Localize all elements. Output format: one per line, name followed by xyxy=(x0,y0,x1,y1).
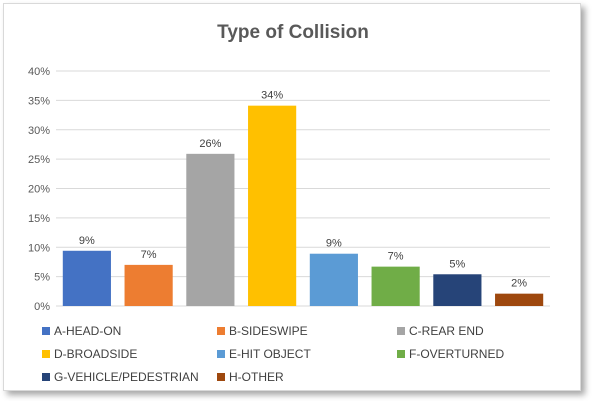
data-label: 9% xyxy=(326,238,342,250)
bar-b-sideswipe xyxy=(124,264,173,306)
y-tick-label: 10% xyxy=(28,242,50,254)
data-label: 34% xyxy=(261,90,283,102)
bar-h-other xyxy=(495,293,544,306)
data-labels: 9% 7% 26% 34% 9% 7% 5% 2% xyxy=(79,90,527,290)
legend-entry: D-BROADSIDE xyxy=(54,347,137,361)
bars xyxy=(62,105,544,306)
y-axis: 0% 5% 10% 15% 20% 25% 30% 35% 40% xyxy=(28,66,50,313)
legend-swatch xyxy=(217,327,225,335)
data-label: 7% xyxy=(388,251,404,263)
bar-c-rear-end xyxy=(186,153,235,306)
legend-entry: G-VEHICLE/PEDESTRIAN xyxy=(54,370,199,384)
y-tick-label: 25% xyxy=(28,154,50,166)
y-tick-label: 30% xyxy=(28,125,50,137)
legend-swatch xyxy=(42,373,50,381)
legend-entry: B-SIDESWIPE xyxy=(229,324,308,338)
chart-svg: Type of Collision 0% 5% 10% 15% 20% 25% 30% 35%… xyxy=(28,22,550,384)
legend-entry: H-OTHER xyxy=(229,370,284,384)
data-label: 2% xyxy=(511,278,527,290)
data-label: 5% xyxy=(449,258,465,270)
bar-f-overturned xyxy=(371,266,420,306)
legend-entry: A-HEAD-ON xyxy=(54,324,121,338)
legend-entry: E-HIT OBJECT xyxy=(229,347,311,361)
legend-swatch xyxy=(42,350,50,358)
data-label: 9% xyxy=(79,235,95,247)
legend: A-HEAD-ON B-SIDESWIPE C-REAR END D-BROADSID… xyxy=(42,324,504,384)
chart-frame: Type of Collision 0% 5% 10% 15% 20% 25% 30% 35%… xyxy=(3,3,581,391)
chart-title: Type of Collision xyxy=(217,22,369,43)
legend-swatch xyxy=(397,350,405,358)
y-tick-label: 0% xyxy=(34,301,50,313)
data-label: 26% xyxy=(199,138,221,150)
bar-d-broadside xyxy=(248,105,297,306)
legend-swatch xyxy=(42,327,50,335)
bar-e-hit-object xyxy=(309,253,358,306)
legend-swatch xyxy=(217,373,225,381)
y-tick-label: 35% xyxy=(28,95,50,107)
legend-entry: F-OVERTURNED xyxy=(409,347,504,361)
y-tick-label: 40% xyxy=(28,66,50,78)
legend-swatch xyxy=(217,350,225,358)
bar-a-head-on xyxy=(62,250,111,306)
bar-g-vehicle-pedestrian xyxy=(433,274,482,306)
data-label: 7% xyxy=(141,249,157,261)
y-tick-label: 5% xyxy=(34,272,50,284)
legend-swatch xyxy=(397,327,405,335)
y-tick-label: 15% xyxy=(28,213,50,225)
legend-entry: C-REAR END xyxy=(409,324,484,338)
y-tick-label: 20% xyxy=(28,184,50,196)
